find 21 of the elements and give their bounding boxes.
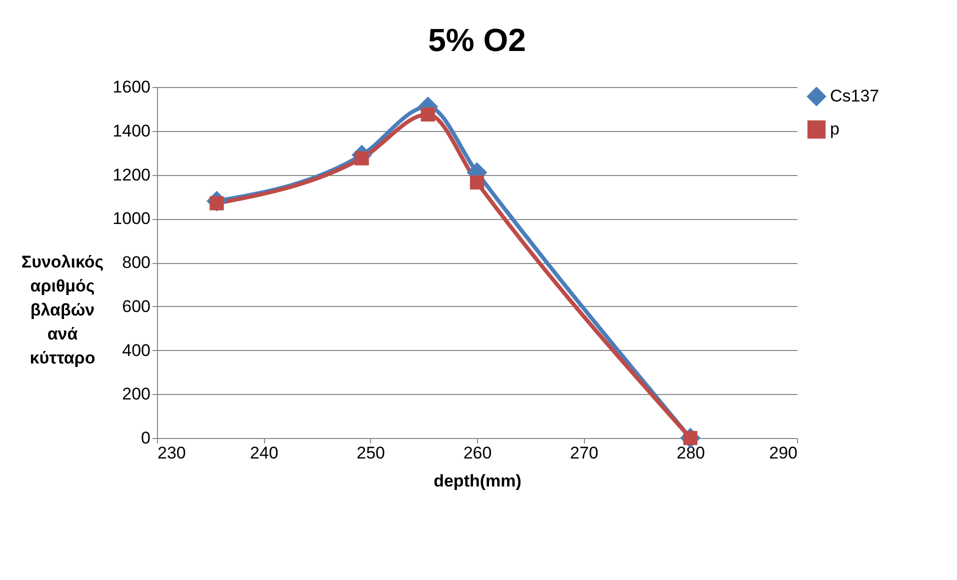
legend-label: Cs137 xyxy=(830,86,880,106)
y-tick-label: 600 xyxy=(122,296,150,316)
y-tick-label: 200 xyxy=(122,384,150,404)
y-tick-label: 1600 xyxy=(112,78,150,96)
y-axis-title: Συνολικός αριθμός βλαβών ανά κύτταρο xyxy=(21,252,104,368)
chart-title: 5% O2 xyxy=(428,22,526,58)
x-tick-label: 280 xyxy=(676,444,706,462)
y-tick-label: 0 xyxy=(141,428,150,448)
y-tick-label: 1000 xyxy=(112,209,150,228)
y-tick-label: 1400 xyxy=(112,121,150,140)
y-tick-label: 800 xyxy=(122,253,150,272)
x-tick-label: 230 xyxy=(158,444,186,462)
x-axis-title: depth(mm) xyxy=(434,472,522,490)
x-tick-label: 250 xyxy=(356,444,386,462)
x-tick-label: 290 xyxy=(769,444,798,462)
y-tick-label: 400 xyxy=(122,340,150,360)
x-tick-label: 270 xyxy=(570,444,598,462)
legend-label: p xyxy=(830,120,840,138)
x-tick-label: 260 xyxy=(463,444,492,462)
y-tick-label: 1200 xyxy=(112,165,150,184)
x-tick-label: 240 xyxy=(250,444,278,462)
